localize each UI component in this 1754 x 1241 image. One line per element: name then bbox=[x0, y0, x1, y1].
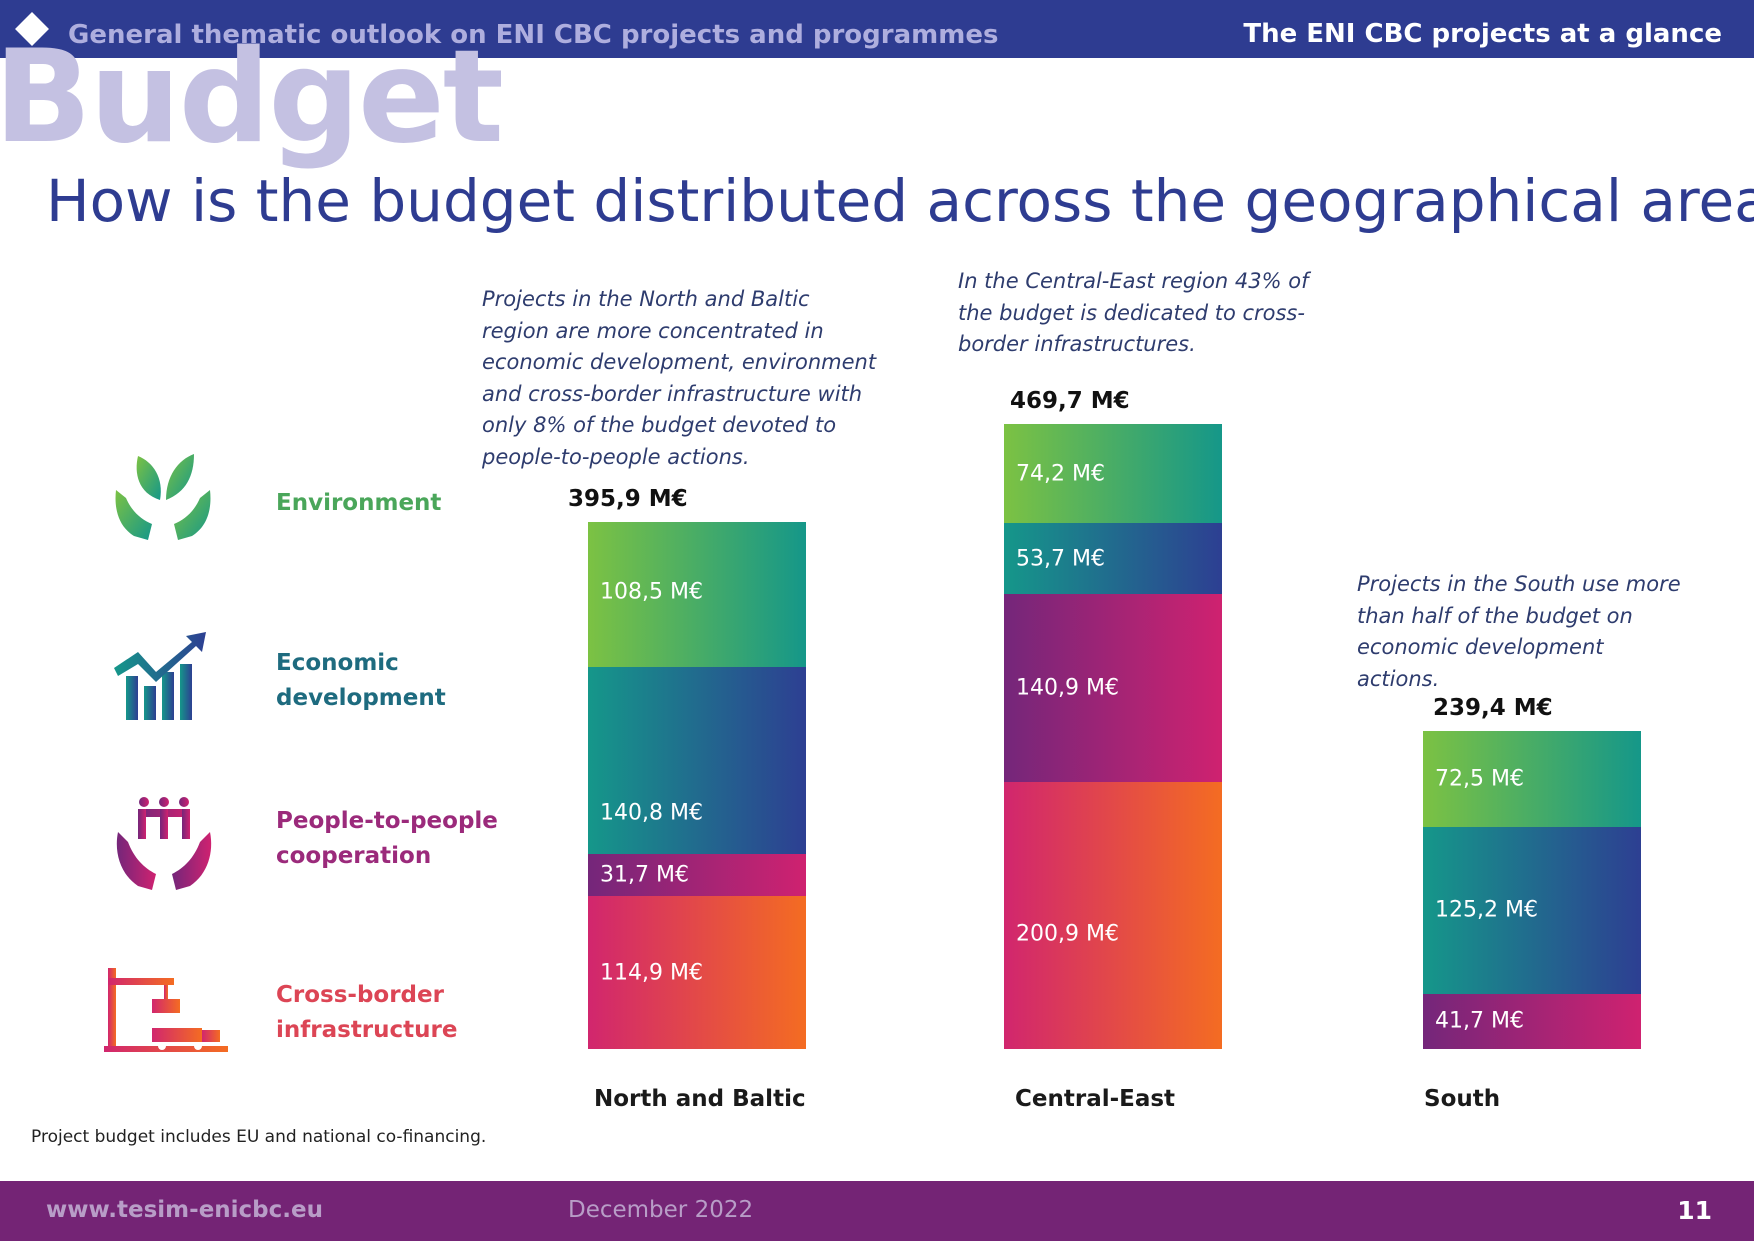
note-north-baltic: Projects in the North and Baltic region … bbox=[482, 287, 877, 469]
header-left-title: General thematic outlook on ENI CBC proj… bbox=[68, 20, 999, 50]
footer-date: December 2022 bbox=[568, 1197, 754, 1223]
data-label: 200,9 M€ bbox=[1016, 921, 1119, 947]
legend-label-infrastructure: Cross-border infrastructure bbox=[276, 982, 458, 1043]
data-label: 140,9 M€ bbox=[1016, 675, 1119, 701]
bar-segment-central-east-environment: 74,2 M€ bbox=[1004, 424, 1222, 523]
bar-segment-north-and-baltic-economic-development: 140,8 M€ bbox=[588, 666, 806, 854]
bar-segment-south-economic-development: 125,2 M€ bbox=[1423, 827, 1641, 994]
footnote: Project budget includes EU and national … bbox=[31, 1127, 487, 1147]
data-label: 72,5 M€ bbox=[1435, 766, 1524, 792]
bar-segment-north-and-baltic-cross-border-infrastructure: 114,9 M€ bbox=[588, 896, 806, 1049]
data-label: 31,7 M€ bbox=[600, 862, 689, 888]
bar-segment-central-east-people-to-people-cooperation: 140,9 M€ bbox=[1004, 594, 1222, 782]
footer-bar: www.tesim-enicbc.eu December 2022 11 bbox=[0, 1181, 1754, 1241]
people-hands-icon bbox=[116, 797, 212, 890]
bar-segment-south-environment: 72,5 M€ bbox=[1423, 730, 1641, 828]
data-label: 53,7 M€ bbox=[1016, 546, 1105, 572]
bar-segment-south-people-to-people-cooperation: 41,7 M€ bbox=[1423, 993, 1641, 1049]
footer-url[interactable]: www.tesim-enicbc.eu bbox=[46, 1197, 323, 1223]
category-label: North and Baltic bbox=[594, 1086, 806, 1112]
section-word: Budget bbox=[0, 23, 504, 172]
bar-segment-central-east-cross-border-infrastructure: 200,9 M€ bbox=[1004, 781, 1222, 1049]
legend-label-economic: Economic development bbox=[276, 650, 446, 711]
bar-total-label: 239,4 M€ bbox=[1433, 694, 1553, 721]
note-south: Projects in the South use more than half… bbox=[1357, 572, 1681, 691]
data-label: 108,5 M€ bbox=[600, 579, 703, 605]
legend-item-economic: Economic development bbox=[108, 632, 508, 742]
data-label: 74,2 M€ bbox=[1016, 461, 1105, 487]
bar-segment-north-and-baltic-environment: 108,5 M€ bbox=[588, 522, 806, 667]
data-label: 114,9 M€ bbox=[600, 960, 703, 986]
bar-total-label: 469,7 M€ bbox=[1010, 388, 1130, 415]
legend-item-infrastructure: Cross-border infrastructure bbox=[104, 964, 508, 1074]
header-right-title: The ENI CBC projects at a glance bbox=[1243, 19, 1722, 49]
note-central-east: In the Central-East region 43% of the bu… bbox=[958, 269, 1309, 356]
growth-chart-icon bbox=[114, 632, 206, 720]
legend-item-environment: Environment bbox=[108, 448, 508, 558]
page-number: 11 bbox=[1677, 1196, 1712, 1225]
bar-segment-central-east-economic-development: 53,7 M€ bbox=[1004, 522, 1222, 595]
hands-leaves-icon bbox=[115, 454, 211, 540]
crane-truck-icon bbox=[104, 968, 228, 1052]
page-title: How is the budget distributed across the… bbox=[46, 167, 1754, 235]
legend-label-people: People-to-people cooperation bbox=[276, 808, 498, 869]
bar-total-label: 395,9 M€ bbox=[568, 486, 688, 513]
data-label: 140,8 M€ bbox=[600, 800, 703, 826]
header-bar: General thematic outlook on ENI CBC proj… bbox=[0, 0, 1754, 58]
legend-label-environment: Environment bbox=[276, 490, 442, 516]
legend-item-people: People-to-people cooperation bbox=[108, 796, 508, 906]
category-label: Central-East bbox=[1015, 1086, 1176, 1112]
data-label: 41,7 M€ bbox=[1435, 1008, 1524, 1034]
bar-segment-north-and-baltic-people-to-people-cooperation: 31,7 M€ bbox=[588, 854, 806, 897]
category-label: South bbox=[1424, 1086, 1501, 1112]
data-label: 125,2 M€ bbox=[1435, 897, 1538, 923]
